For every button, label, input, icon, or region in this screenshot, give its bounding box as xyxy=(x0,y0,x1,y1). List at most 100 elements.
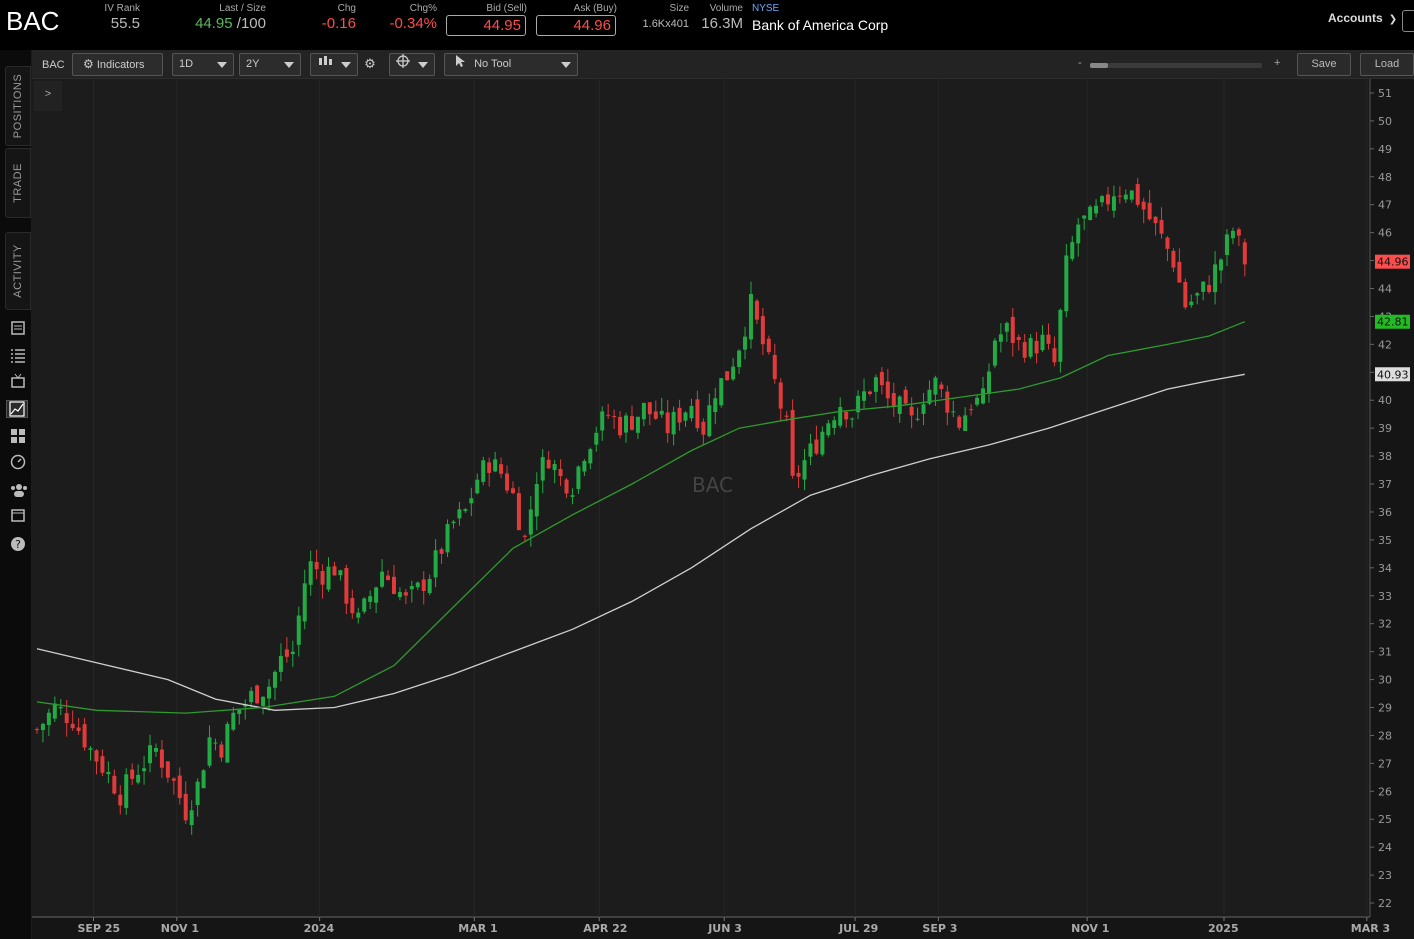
price-chart[interactable]: 2223242526272829303132333435363738394041… xyxy=(32,50,1414,939)
candle-body xyxy=(998,334,1003,342)
change-label: Chg xyxy=(337,3,356,14)
candle-body xyxy=(826,423,831,436)
drawing-tool-select[interactable]: No Tool xyxy=(444,53,578,76)
candle-body xyxy=(1236,229,1241,236)
candle-body xyxy=(201,770,206,789)
gauge-icon[interactable] xyxy=(9,454,27,472)
list-icon[interactable] xyxy=(9,347,27,365)
candle-body xyxy=(832,420,837,428)
interval-select[interactable]: 1D xyxy=(172,53,234,76)
candle-body xyxy=(624,415,629,433)
zoom-in-button[interactable]: + xyxy=(1274,57,1281,69)
candle-body xyxy=(397,592,402,598)
candle-body xyxy=(689,406,694,419)
x-tick-label: NOV 1 xyxy=(1071,922,1109,935)
candle-body xyxy=(856,395,861,413)
candle-body xyxy=(921,404,926,414)
candle-body xyxy=(927,389,932,404)
chart-panel[interactable]: 2223242526272829303132333435363738394041… xyxy=(32,50,1414,939)
y-tick-label: 42 xyxy=(1378,338,1392,351)
symbol-title[interactable]: BAC xyxy=(6,6,60,36)
candlestick-icon xyxy=(317,56,333,70)
ask-label: Ask (Buy) xyxy=(573,3,617,14)
bid-label: Bid (Sell) xyxy=(486,3,527,14)
candle-body xyxy=(1111,196,1116,211)
candle-body xyxy=(403,592,408,596)
candle-body xyxy=(975,397,980,405)
candle-body xyxy=(820,431,825,455)
candle-body xyxy=(677,407,682,423)
candle-body xyxy=(981,388,986,404)
indicators-button[interactable]: ⚙ Indicators xyxy=(72,53,163,76)
candle-body xyxy=(933,377,938,395)
candle-body xyxy=(629,416,634,430)
candle-body xyxy=(1135,184,1140,205)
candle-body xyxy=(808,443,813,457)
candle-body xyxy=(1117,195,1122,197)
help-icon[interactable]: ? xyxy=(9,536,27,554)
y-tick-label: 30 xyxy=(1378,674,1392,687)
range-select[interactable]: 2Y xyxy=(239,53,301,76)
crosshair-select[interactable] xyxy=(389,53,435,76)
candle-body xyxy=(177,775,182,798)
candle-body xyxy=(957,416,962,428)
calendar-icon[interactable] xyxy=(9,507,27,525)
candle-body xyxy=(909,406,914,416)
watchlist-icon[interactable] xyxy=(9,320,27,338)
candle-body xyxy=(1129,190,1134,200)
zoom-slider-thumb[interactable] xyxy=(1090,63,1108,68)
candle-body xyxy=(612,416,617,418)
candle-body xyxy=(499,464,504,474)
candle-body xyxy=(594,432,599,445)
zoom-slider[interactable] xyxy=(1090,63,1262,68)
candle-body xyxy=(713,398,718,413)
candle-body xyxy=(314,561,319,570)
candle-body xyxy=(505,473,510,491)
candle-body xyxy=(475,479,480,494)
candle-body xyxy=(231,712,236,730)
chart-watermark: BAC xyxy=(692,473,733,497)
y-tick-label: 25 xyxy=(1378,813,1392,826)
charts-icon[interactable] xyxy=(6,400,28,418)
drawing-tool-value: No Tool xyxy=(474,58,512,70)
candle-body xyxy=(159,749,164,768)
grid-icon[interactable] xyxy=(9,428,27,446)
tab-activity[interactable]: ACTIVITY xyxy=(5,232,31,310)
ask-button[interactable]: 44.96 xyxy=(536,15,616,36)
x-tick-label: 2024 xyxy=(304,922,335,935)
candle-body xyxy=(873,377,878,392)
zoom-out-button[interactable]: - xyxy=(1078,57,1082,69)
accounts-button[interactable] xyxy=(1402,10,1414,32)
candle-body xyxy=(320,571,325,585)
candle-body xyxy=(487,462,492,473)
candle-body xyxy=(1159,220,1164,234)
indicators-icon: ⚙ xyxy=(83,57,94,71)
accounts-dropdown[interactable]: Accounts ❯ xyxy=(1328,11,1397,25)
x-tick-label: NOV 1 xyxy=(161,922,199,935)
community-icon[interactable] xyxy=(9,482,27,500)
chart-symbol: BAC xyxy=(42,59,65,71)
caret-down-icon xyxy=(217,62,227,68)
tab-positions[interactable]: POSITIONS xyxy=(5,66,31,146)
candle-body xyxy=(302,583,307,622)
candle-body xyxy=(635,416,640,433)
candle-body xyxy=(380,571,385,587)
price-tag-label: 40.93 xyxy=(1377,368,1409,381)
save-button[interactable]: Save xyxy=(1297,53,1351,76)
settings-gear-icon[interactable]: ⚙ xyxy=(364,56,376,71)
candle-body xyxy=(338,570,343,576)
load-button[interactable]: Load xyxy=(1360,53,1414,76)
candle-body xyxy=(522,535,527,537)
tv-icon[interactable] xyxy=(9,373,27,391)
tab-trade[interactable]: TRADE xyxy=(5,148,31,218)
candle-body xyxy=(1147,202,1152,220)
candle-body xyxy=(701,421,706,435)
caret-down-icon xyxy=(418,62,428,68)
chevron-down-icon: ❯ xyxy=(1388,14,1398,25)
expand-panel-button[interactable]: > xyxy=(34,81,62,111)
chart-type-select[interactable] xyxy=(310,53,358,76)
bid-button[interactable]: 44.95 xyxy=(446,15,526,36)
price-tag-label: 42.81 xyxy=(1377,316,1409,329)
candle-body xyxy=(195,781,200,806)
volume-value: 16.3M xyxy=(701,15,743,32)
